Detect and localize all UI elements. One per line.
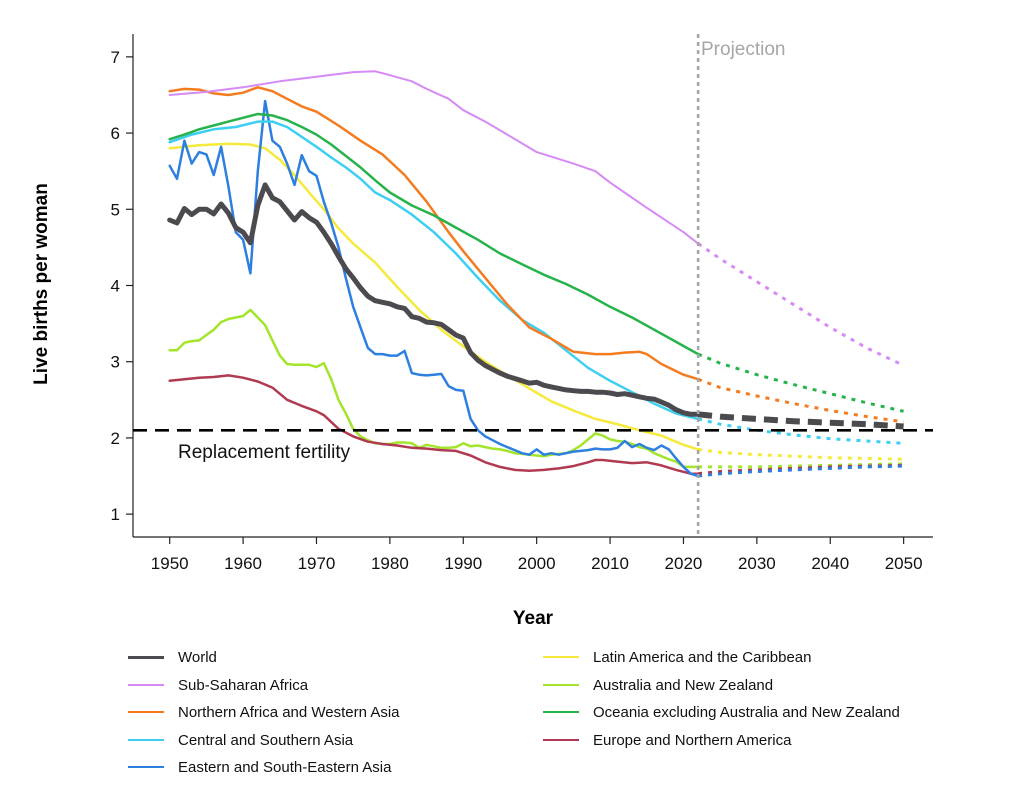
legend-swatch bbox=[543, 711, 579, 713]
y-tick-label: 2 bbox=[111, 429, 120, 448]
legend: World Sub-Saharan Africa Northern Africa a… bbox=[128, 646, 988, 781]
legend-label: Australia and New Zealand bbox=[593, 676, 774, 694]
series-line-world bbox=[167, 182, 701, 417]
legend-label: Central and Southern Asia bbox=[178, 731, 354, 749]
x-tick-label: 1960 bbox=[224, 554, 262, 573]
series-line-australia-and-new-zealand bbox=[168, 308, 700, 469]
y-tick-label: 6 bbox=[111, 124, 120, 143]
x-tick-label: 1980 bbox=[371, 554, 409, 573]
legend-label: World bbox=[178, 648, 217, 666]
y-tick-label: 1 bbox=[111, 505, 120, 524]
series-layer bbox=[167, 70, 905, 478]
series-projection-world bbox=[697, 411, 904, 430]
series-line-central-and-southern-asia bbox=[168, 120, 700, 421]
legend-label: Latin America and the Caribbean bbox=[593, 648, 812, 666]
series-line-sub-saharan-africa bbox=[168, 70, 700, 245]
legend-item: Oceania excluding Australia and New Zeal… bbox=[543, 701, 900, 723]
x-tick-label: 1970 bbox=[298, 554, 336, 573]
y-tick-label: 5 bbox=[111, 200, 120, 219]
x-tick-label: 2030 bbox=[738, 554, 776, 573]
x-tick-label: 2010 bbox=[591, 554, 629, 573]
y-tick-label: 4 bbox=[111, 277, 120, 296]
legend-label: Europe and Northern America bbox=[593, 731, 792, 749]
x-tick-label: 2000 bbox=[518, 554, 556, 573]
legend-swatch bbox=[128, 711, 164, 713]
series-projection-sub-saharan-africa bbox=[697, 242, 905, 367]
legend-swatch bbox=[543, 684, 579, 686]
y-tick-label: 7 bbox=[111, 48, 120, 67]
legend-item: Australia and New Zealand bbox=[543, 674, 773, 696]
y-axis-title: Live births per woman bbox=[31, 183, 52, 385]
axes: 1 2 3 4 5 6 7 1950 1960 1970 1980 1990 2000 2010 2020 2… bbox=[111, 34, 933, 573]
x-tick-label: 1950 bbox=[151, 554, 189, 573]
legend-item: World bbox=[128, 646, 217, 668]
series-projection-central-and-southern-asia bbox=[697, 417, 904, 445]
y-tick-label: 3 bbox=[111, 353, 120, 372]
series-line-latin-america-and-the-caribbean bbox=[168, 142, 700, 451]
legend-swatch bbox=[128, 684, 164, 686]
series-projection-australia-and-new-zealand bbox=[698, 462, 904, 469]
legend-label: Sub-Saharan Africa bbox=[178, 676, 309, 694]
x-tick-label: 2020 bbox=[665, 554, 703, 573]
legend-label: Eastern and South-Eastern Asia bbox=[178, 758, 392, 776]
legend-item: Sub-Saharan Africa bbox=[128, 674, 308, 696]
legend-swatch bbox=[128, 739, 164, 741]
legend-swatch bbox=[543, 739, 579, 741]
x-tick-label: 2040 bbox=[811, 554, 849, 573]
x-tick-label: 2050 bbox=[885, 554, 923, 573]
replacement-fertility-label: Replacement fertility bbox=[178, 442, 351, 463]
legend-swatch bbox=[543, 656, 579, 658]
legend-item: Europe and Northern America bbox=[543, 729, 791, 751]
series-line-eastern-and-south-eastern-asia bbox=[168, 99, 700, 478]
series-projection-northern-africa-and-western-asia bbox=[697, 377, 904, 424]
series-projection-europe-and-northern-america bbox=[697, 463, 904, 476]
x-axis-title: Year bbox=[513, 608, 554, 629]
legend-label: Oceania excluding Australia and New Zeal… bbox=[593, 703, 900, 721]
series-line-oceania-excluding-australia-and-new-zealand bbox=[168, 112, 700, 356]
series-projection-oceania-excluding-australia-and-new-zealand bbox=[697, 352, 904, 413]
legend-item: Latin America and the Caribbean bbox=[543, 646, 811, 668]
legend-item: Northern Africa and Western Asia bbox=[128, 701, 400, 723]
x-tick-label: 1990 bbox=[444, 554, 482, 573]
legend-swatch bbox=[128, 655, 164, 659]
series-projection-eastern-and-south-eastern-asia bbox=[697, 464, 904, 478]
projection-label: Projection bbox=[701, 39, 786, 60]
legend-item: Central and Southern Asia bbox=[128, 729, 353, 751]
series-line-northern-africa-and-western-asia bbox=[168, 86, 700, 381]
legend-item: Eastern and South-Eastern Asia bbox=[128, 756, 391, 778]
series-projection-latin-america-and-the-caribbean bbox=[697, 447, 904, 461]
series-line-europe-and-northern-america bbox=[168, 374, 700, 475]
legend-swatch bbox=[128, 766, 164, 768]
legend-label: Northern Africa and Western Asia bbox=[178, 703, 400, 721]
